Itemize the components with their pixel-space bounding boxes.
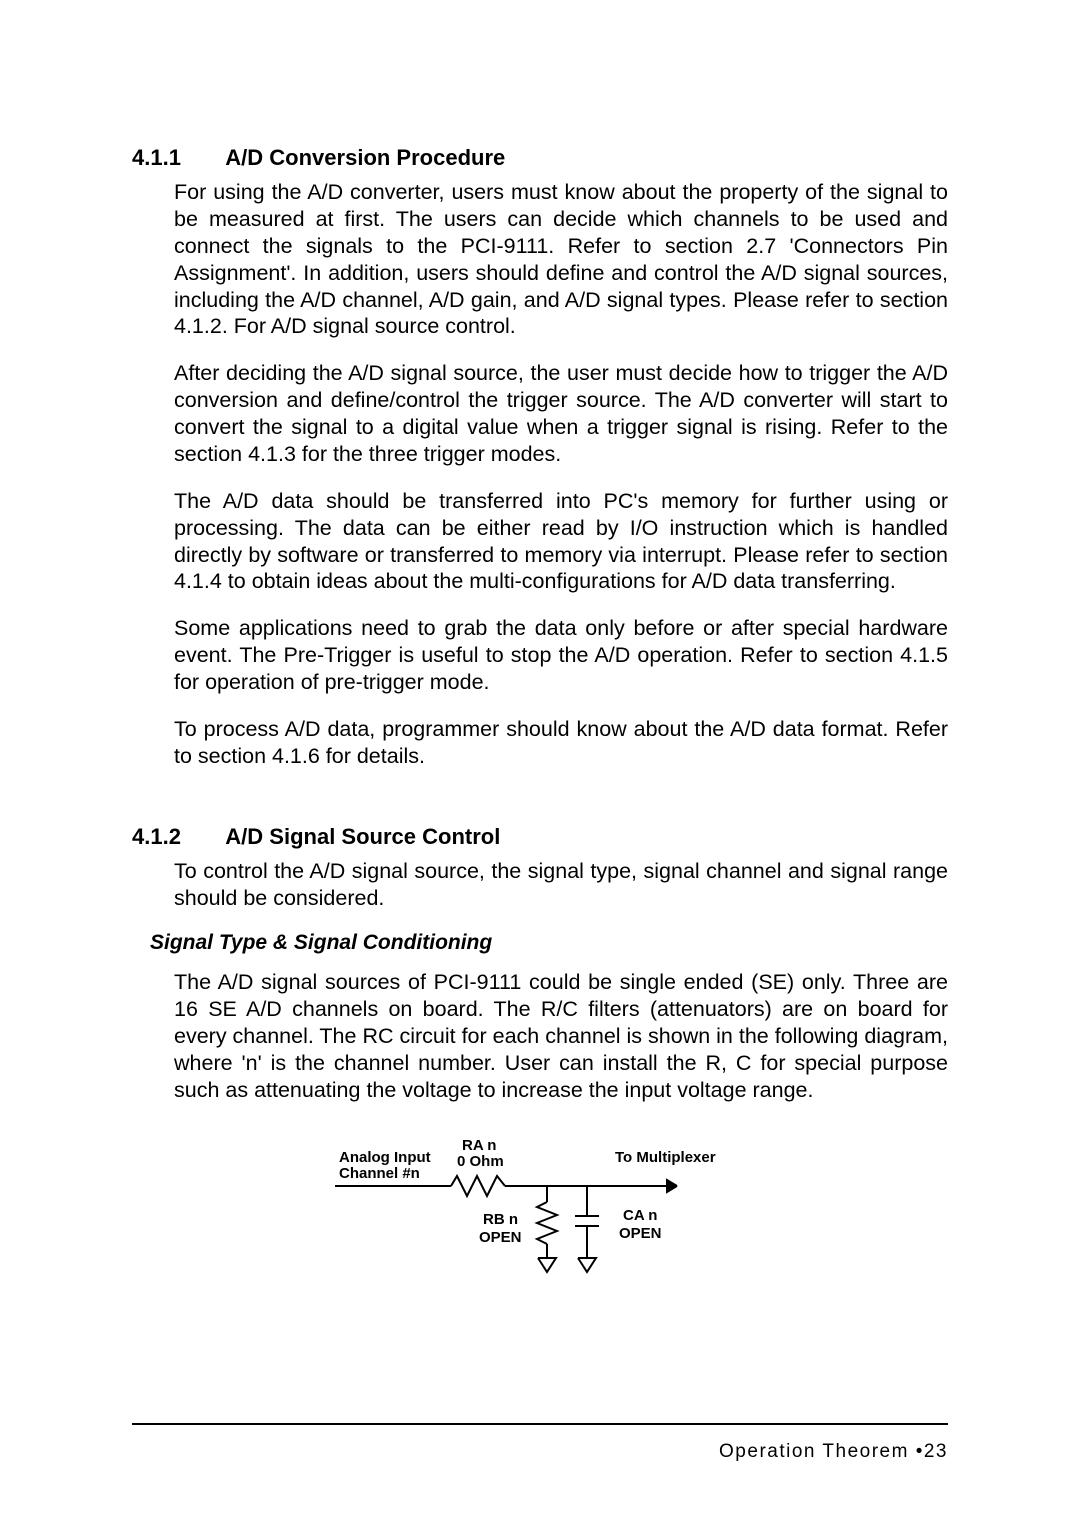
diagram-label-ra-l2: 0 Ohm [457, 1153, 504, 1170]
para-411-1: For using the A/D converter, users must … [174, 179, 948, 340]
subheading-signal-type: Signal Type & Signal Conditioning [150, 931, 948, 955]
footer-text: Operation Theorem •23 [132, 1441, 948, 1463]
circuit-svg: Analog Input Channel #n RA n 0 Ohm To Mu… [325, 1124, 755, 1279]
diagram-label-rb-l1: RB n [483, 1211, 518, 1228]
circuit-diagram: Analog Input Channel #n RA n 0 Ohm To Mu… [132, 1124, 948, 1279]
heading-411-title: A/D Conversion Procedure [225, 145, 505, 170]
heading-412: 4.1.2 A/D Signal Source Control [132, 824, 948, 850]
diagram-label-rb-l2: OPEN [479, 1229, 522, 1246]
diagram-label-ca-l1: CA n [623, 1207, 657, 1224]
para-412-2: The A/D signal sources of PCI-9111 could… [174, 969, 948, 1103]
heading-412-title: A/D Signal Source Control [225, 824, 500, 849]
footer-rule [132, 1423, 948, 1425]
page-footer: Operation Theorem •23 [132, 1423, 948, 1463]
diagram-label-out: To Multiplexer [615, 1149, 716, 1166]
heading-411-num: 4.1.1 [132, 145, 220, 171]
para-411-4: Some applications need to grab the data … [174, 615, 948, 696]
para-411-5: To process A/D data, programmer should k… [174, 716, 948, 770]
heading-411: 4.1.1 A/D Conversion Procedure [132, 145, 948, 171]
para-411-3: The A/D data should be transferred into … [174, 488, 948, 596]
diagram-label-input-l2: Channel #n [339, 1165, 420, 1182]
heading-412-num: 4.1.2 [132, 824, 220, 850]
para-411-2: After deciding the A/D signal source, th… [174, 360, 948, 468]
diagram-label-input-l1: Analog Input [339, 1149, 431, 1166]
diagram-label-ca-l2: OPEN [619, 1225, 662, 1242]
para-412-1: To control the A/D signal source, the si… [174, 858, 948, 912]
diagram-label-ra-l1: RA n [462, 1137, 496, 1154]
